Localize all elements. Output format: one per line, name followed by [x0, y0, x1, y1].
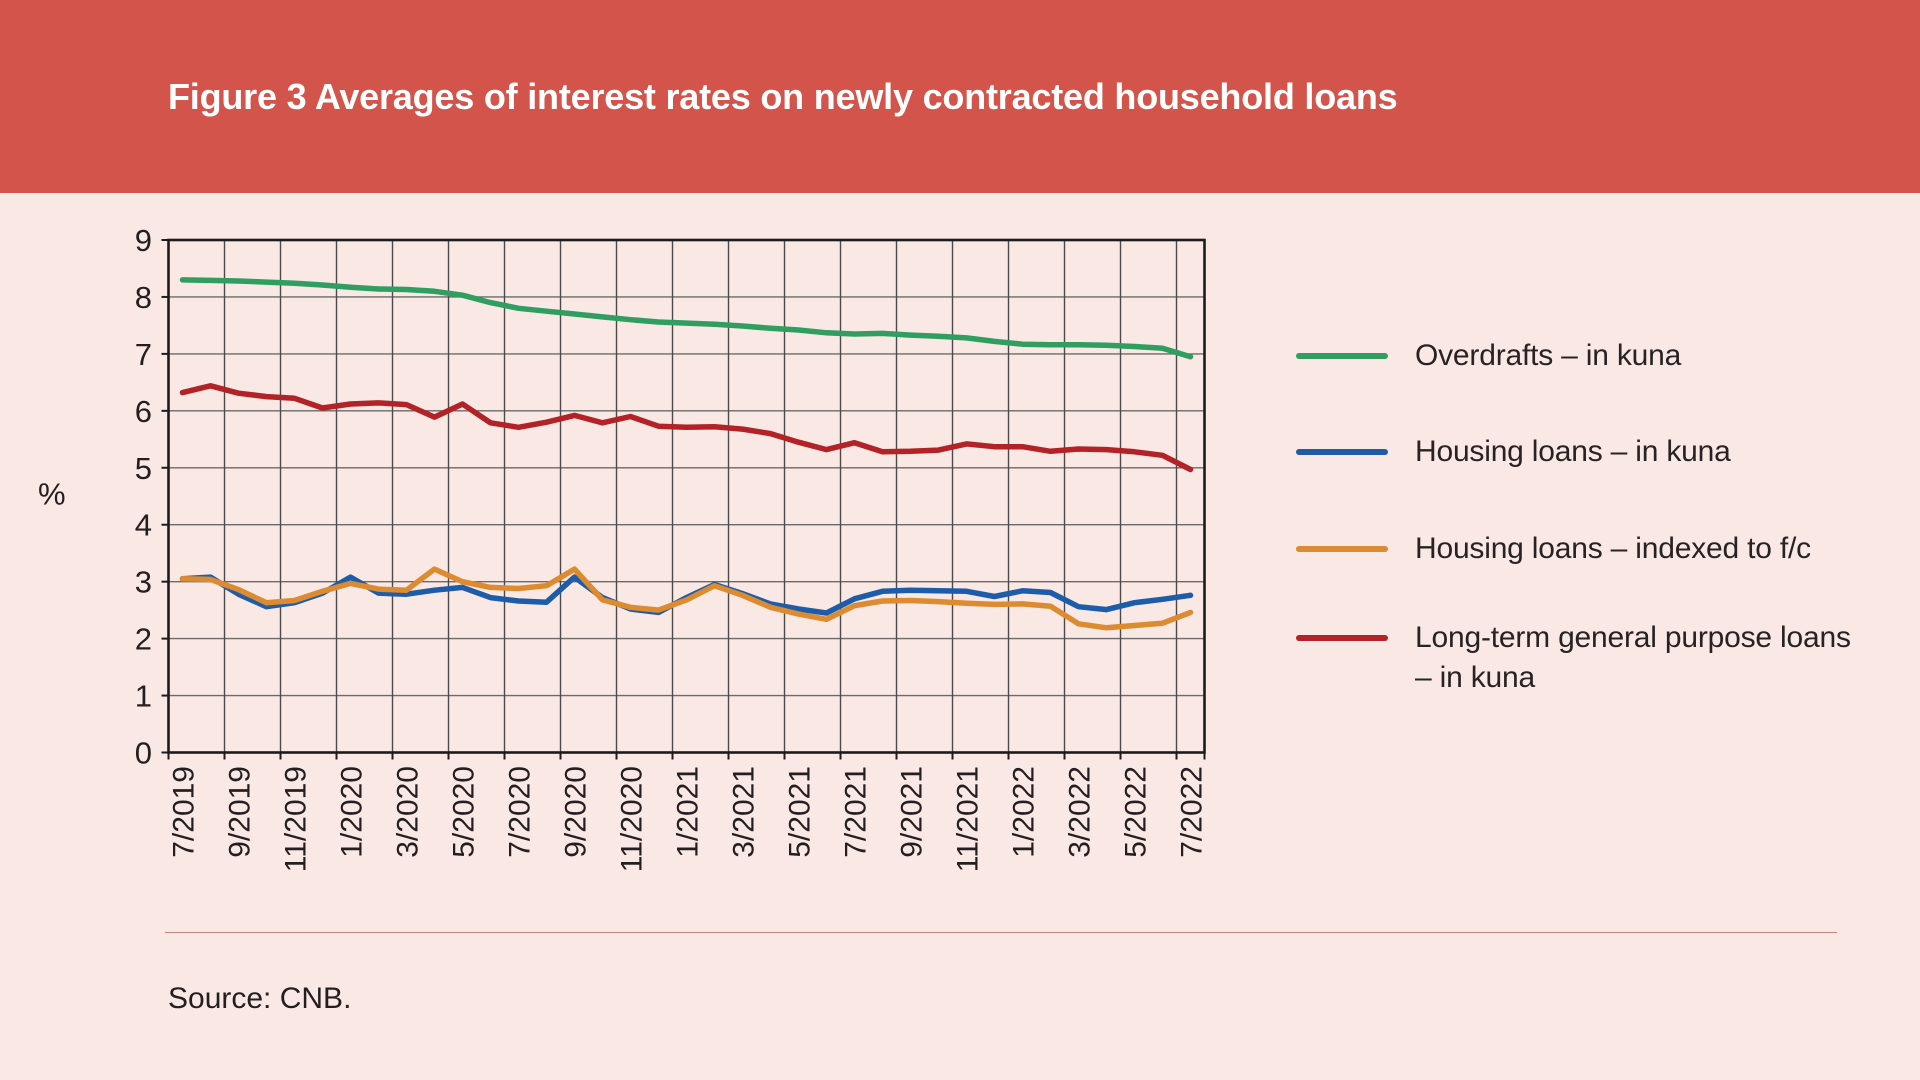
footer-separator	[165, 932, 1837, 933]
x-axis-label: 7/2022	[1176, 766, 1209, 858]
y-axis-label: 4	[135, 508, 152, 543]
x-axis-label: 11/2020	[616, 766, 649, 872]
x-axis-label: 3/2022	[1064, 766, 1097, 858]
y-axis-label: 5	[135, 451, 152, 486]
figure-banner: Figure 3 Averages of interest rates on n…	[0, 0, 1920, 193]
figure-title: Figure 3 Averages of interest rates on n…	[168, 75, 1398, 117]
x-axis-label: 11/2019	[280, 766, 313, 872]
y-axis-label: 8	[135, 280, 152, 315]
x-axis-label: 11/2021	[952, 766, 985, 872]
series-line-housing-loans-indexed-to-f-c	[179, 566, 1194, 631]
x-axis-label: 3/2020	[392, 766, 425, 858]
y-axis-label: 9	[135, 223, 152, 258]
x-axis-label: 5/2021	[784, 766, 817, 858]
x-axis-label: 5/2020	[448, 766, 481, 858]
x-axis-label: 7/2019	[168, 766, 201, 858]
x-axis-label: 7/2021	[840, 766, 873, 858]
y-axis-label: 7	[135, 337, 152, 372]
series-line-long-term-general-purpose-loans-in-kuna	[179, 383, 1194, 473]
x-axis-label: 9/2021	[896, 766, 929, 858]
x-axis-label: 1/2022	[1008, 766, 1041, 858]
x-axis-label: 9/2020	[560, 766, 593, 858]
y-axis-label: 6	[135, 394, 152, 429]
series-line-overdrafts-in-kuna	[179, 277, 1194, 360]
x-axis-label: 1/2020	[336, 766, 369, 858]
y-axis-label: 2	[135, 622, 152, 657]
x-axis-label: 1/2021	[672, 766, 705, 858]
source-note: Source: CNB.	[168, 982, 352, 1015]
y-axis-label: 0	[135, 736, 152, 771]
y-axis-label: 1	[135, 679, 152, 714]
x-axis-label: 9/2019	[224, 766, 257, 858]
plot-border	[167, 238, 1206, 754]
x-axis-label: 5/2022	[1120, 766, 1153, 858]
x-axis-label: 3/2021	[728, 766, 761, 858]
y-axis-unit: %	[38, 476, 66, 511]
y-axis-label: 3	[135, 565, 152, 600]
x-axis-label: 7/2020	[504, 766, 537, 858]
